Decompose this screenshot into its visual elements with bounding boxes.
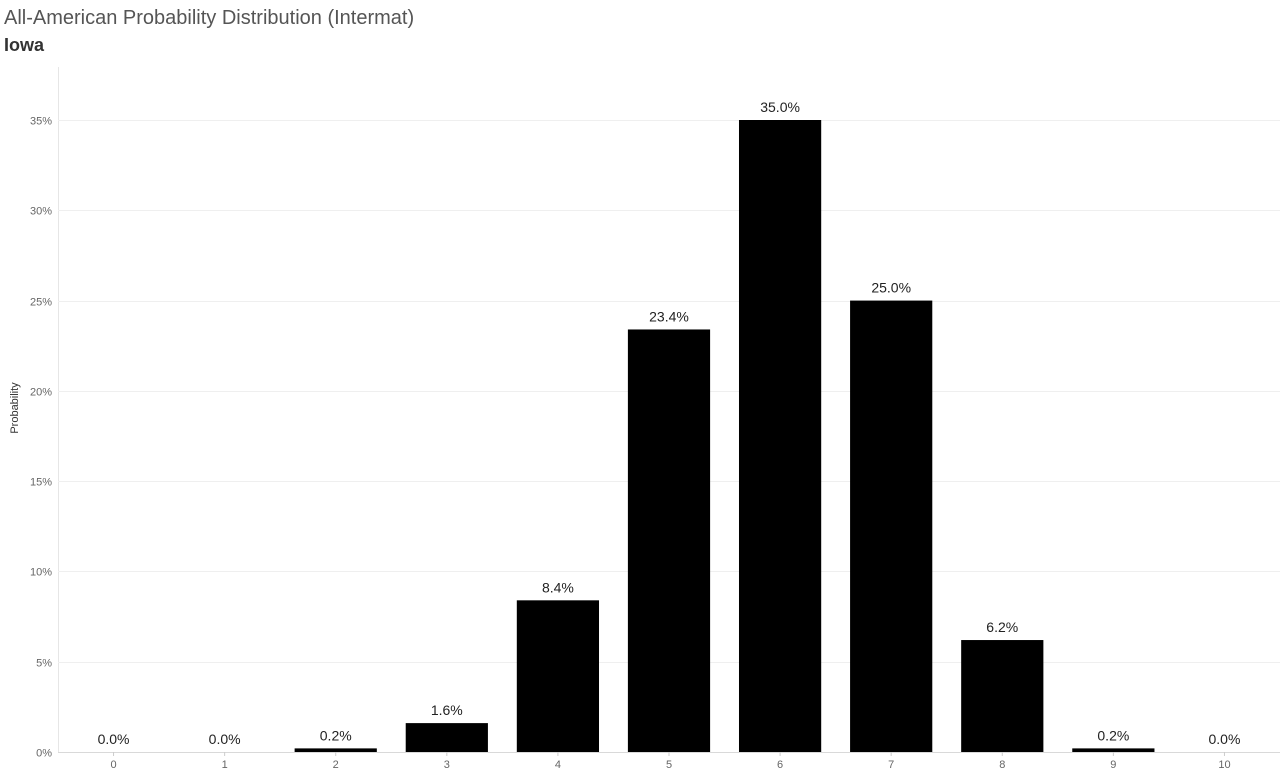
x-tick-label: 3 [444,759,450,771]
x-tick-label: 7 [888,759,894,771]
x-axis-ticks: 0 1 2 3 4 5 6 7 8 9 10 [110,752,1231,771]
bar-value-label: 1.6% [431,702,463,718]
y-axis-ticks: 0% 5% 10% 15% 20% 25% 30% 35% [30,116,52,760]
y-tick-label: 15% [30,477,52,489]
x-tick-label: 5 [666,759,672,771]
bar [850,300,933,752]
bar-value-label: 0.2% [320,727,352,743]
bar-value-labels: 0.0% 0.0% 0.2% 1.6% 8.4% 23.4% 35.0% 25.0% 6.2% 0… [98,99,1241,747]
x-tick-label: 6 [777,759,783,771]
bar-value-label: 23.4% [649,308,689,324]
bar [1072,748,1155,752]
y-tick-label: 20% [30,387,52,399]
x-tick-label: 0 [110,759,116,771]
bar-value-label: 0.0% [98,731,130,747]
y-tick-label: 0% [36,748,52,760]
y-tick-label: 25% [30,297,52,309]
bar-value-label: 35.0% [760,99,800,115]
bars [294,120,1155,752]
x-tick-label: 2 [333,759,339,771]
bar [738,120,822,752]
y-axis-label: Probability [9,382,21,434]
x-tick-label: 1 [222,759,228,771]
x-tick-label: 8 [999,759,1005,771]
bar [961,640,1044,752]
bar [627,329,711,752]
chart-subtitle: Iowa [4,35,45,55]
y-tick-label: 35% [30,116,52,128]
grid-lines [58,67,1280,753]
bar-value-label: 6.2% [986,619,1018,635]
bar [294,748,377,752]
y-tick-label: 10% [30,567,52,579]
x-tick-label: 10 [1218,759,1230,771]
bar-value-label: 25.0% [871,280,911,296]
bar [516,600,600,752]
y-tick-label: 5% [36,658,52,670]
x-tick-label: 9 [1110,759,1116,771]
y-tick-label: 30% [30,206,52,218]
x-tick-label: 4 [555,759,561,771]
bar-value-label: 0.0% [209,731,241,747]
chart-title: All-American Probability Distribution (I… [4,7,415,29]
bar-value-label: 0.2% [1097,727,1129,743]
bar-value-label: 0.0% [1208,731,1240,747]
bar-value-label: 8.4% [542,579,574,595]
bar [405,723,488,752]
